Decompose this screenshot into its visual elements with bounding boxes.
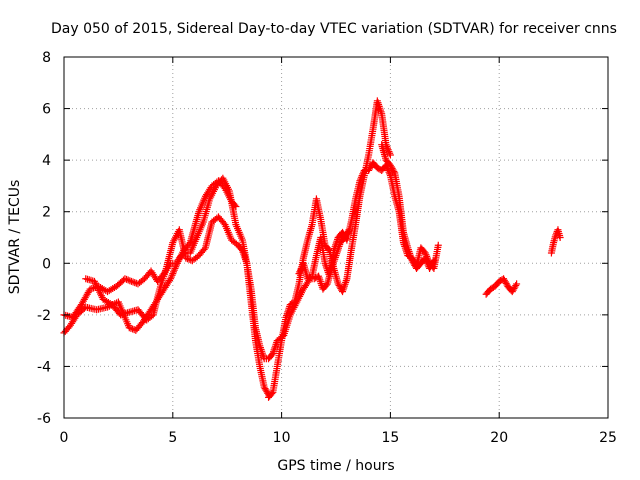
- data-point: [268, 351, 276, 359]
- chart-title: Day 050 of 2015, Sidereal Day-to-day VTE…: [51, 21, 617, 37]
- y-tick-label: -6: [37, 411, 51, 427]
- data-point: [170, 266, 178, 274]
- data-point: [296, 266, 304, 274]
- data-point: [421, 254, 429, 262]
- data-point: [183, 255, 191, 263]
- data-point: [295, 270, 303, 278]
- data-point: [168, 271, 176, 279]
- x-tick-label: 20: [490, 430, 508, 446]
- series-track-h: [547, 226, 564, 257]
- y-tick-label: -2: [37, 308, 51, 324]
- data-point: [129, 278, 137, 286]
- data-point: [384, 146, 392, 154]
- x-tick-label: 25: [599, 430, 617, 446]
- series-track-a: [60, 174, 353, 363]
- x-tick-label: 0: [60, 430, 69, 446]
- data-point: [322, 281, 330, 289]
- data-point: [423, 258, 431, 266]
- data-point: [125, 324, 133, 332]
- data-point: [169, 270, 177, 278]
- x-tick-label: 15: [381, 430, 399, 446]
- data-point: [512, 281, 520, 289]
- data-point: [324, 245, 332, 253]
- data-point: [268, 390, 276, 398]
- series-track-c: [82, 213, 273, 399]
- data-point: [390, 167, 398, 175]
- data-point: [386, 151, 394, 159]
- data-point: [124, 276, 132, 284]
- data-point: [121, 275, 129, 283]
- axes: 0 5 10 15 20 25 -6 -4 -2 0 2 4 6 8: [37, 50, 617, 446]
- data-point: [429, 258, 437, 266]
- x-axis-label: GPS time / hours: [277, 458, 394, 474]
- series-track-e: [295, 159, 442, 283]
- data-point: [358, 172, 366, 180]
- data-point: [513, 280, 521, 288]
- data-point: [296, 268, 304, 276]
- data-point: [127, 324, 135, 332]
- y-tick-label: 0: [42, 256, 51, 272]
- data-point: [132, 279, 140, 287]
- data-point: [434, 241, 442, 249]
- data-point: [123, 275, 131, 283]
- data-point: [385, 148, 393, 156]
- data-point: [232, 203, 240, 211]
- y-tick-label: -4: [37, 359, 51, 375]
- data-point: [167, 275, 175, 283]
- plot-frame: [63, 56, 609, 419]
- data-point: [356, 177, 364, 185]
- data-point: [200, 245, 208, 253]
- data-point: [556, 234, 564, 241]
- data-point: [127, 277, 135, 285]
- data-point: [385, 168, 393, 176]
- data-point: [126, 277, 134, 285]
- data-point: [130, 326, 138, 334]
- data-point: [386, 170, 394, 178]
- series-track-g: [482, 275, 521, 298]
- data-point: [237, 245, 245, 253]
- series-track-f: [378, 141, 438, 272]
- data-point: [231, 201, 239, 209]
- y-tick-label: 4: [42, 153, 51, 169]
- data-point: [187, 256, 195, 264]
- data-point: [386, 149, 394, 157]
- y-axis-label: SDTVAR / TECUs: [7, 180, 23, 295]
- data-point: [182, 254, 190, 262]
- data-point: [170, 268, 178, 276]
- x-tick-label: 10: [273, 430, 291, 446]
- data-point: [167, 273, 175, 281]
- data-point: [359, 170, 367, 178]
- y-tick-label: 6: [42, 102, 51, 118]
- data-point: [422, 256, 430, 264]
- y-tick-label: 2: [42, 205, 51, 221]
- series-track-d: [265, 97, 394, 401]
- data-point: [357, 175, 365, 183]
- data-points: [60, 97, 564, 401]
- data-point: [357, 173, 365, 181]
- data-point: [430, 257, 438, 265]
- x-tick-label: 5: [168, 430, 177, 446]
- data-point: [172, 261, 180, 269]
- y-tick-label: 8: [42, 50, 51, 66]
